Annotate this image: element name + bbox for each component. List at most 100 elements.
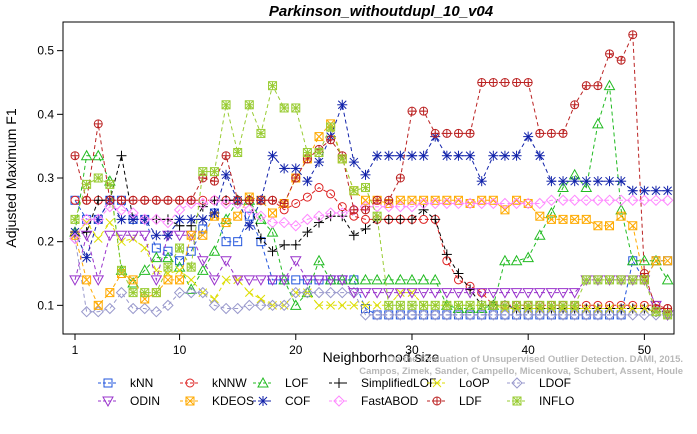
data-point-fastabod — [173, 204, 186, 216]
data-point-ldof — [394, 309, 407, 321]
data-point-ldf — [407, 106, 417, 116]
data-point-kdeos — [512, 195, 522, 205]
legend-marker-odin — [102, 396, 114, 408]
data-point-loop — [244, 288, 254, 297]
data-point-ldof — [220, 302, 232, 315]
data-point-fastabod — [627, 194, 639, 206]
data-point-kdeos — [558, 214, 568, 224]
data-point-kdeos — [651, 256, 661, 266]
data-point-ldof — [127, 302, 139, 315]
data-point-odin — [429, 288, 442, 299]
data-point-kdeos — [221, 218, 231, 228]
data-point-fastabod — [592, 194, 604, 206]
data-point-ldof — [359, 309, 372, 321]
data-point-ldof — [162, 299, 174, 312]
data-point-lof — [661, 273, 674, 285]
data-point-odin — [150, 275, 163, 286]
data-point-ldf — [581, 81, 591, 91]
data-point-kdeos — [628, 221, 638, 231]
data-point-fastabod — [208, 194, 221, 206]
data-point-kdeos — [663, 256, 673, 266]
data-point-lof — [626, 254, 639, 266]
data-point-odin — [127, 230, 139, 242]
data-point-ldof — [115, 286, 128, 299]
data-point-ldof — [80, 306, 93, 318]
data-point-inflo — [244, 100, 254, 110]
data-point-lof — [138, 264, 151, 275]
data-point-lof — [592, 117, 604, 129]
data-point-odin — [406, 288, 418, 299]
data-point-fastabod — [557, 194, 569, 206]
data-point-loop — [361, 300, 370, 310]
data-point-lof — [138, 264, 151, 275]
x-tick-label: 20 — [289, 343, 303, 357]
data-point-inflo — [198, 167, 208, 177]
data-point-ldof — [336, 286, 348, 299]
data-point-lof — [289, 299, 302, 310]
axes: 1 10 20 30 40 50 0.1 0.2 0.3 0.4 0.5 — [37, 44, 651, 357]
data-point-odin — [475, 288, 488, 299]
data-point-cof — [197, 214, 208, 225]
data-point-odin — [196, 256, 209, 267]
data-point-ldf — [279, 198, 289, 208]
data-point-inflo — [465, 300, 475, 310]
data-point-inflo — [546, 300, 556, 310]
data-point-kdeos — [546, 214, 556, 224]
data-point-ldf — [93, 119, 103, 129]
data-point-odin — [138, 230, 151, 242]
data-point-inflo — [233, 148, 243, 158]
legend-label-odin: ODIN — [130, 394, 160, 408]
data-point-ldof — [173, 286, 186, 299]
data-point-fastabod — [487, 197, 500, 210]
data-point-ldof — [499, 309, 511, 321]
data-point-odin — [406, 288, 418, 299]
x-tick-label: 10 — [173, 343, 187, 357]
data-point-ldof — [104, 302, 116, 315]
legend-marker-inflo — [512, 396, 522, 406]
data-point-fastabod — [464, 197, 476, 210]
data-point-simplifiedlof — [430, 214, 441, 225]
data-point-loop — [105, 218, 115, 227]
data-point-odin — [266, 275, 279, 286]
data-point-knnw — [419, 214, 429, 224]
data-point-fastabod — [173, 204, 186, 216]
data-point-lof — [266, 226, 279, 237]
data-point-fastabod — [534, 197, 546, 210]
data-point-fastabod — [150, 213, 163, 226]
data-point-lof — [313, 254, 325, 266]
data-point-knn — [233, 237, 243, 247]
data-point-odin — [394, 288, 407, 299]
data-point-lof — [80, 149, 93, 161]
data-point-ldf — [128, 195, 138, 205]
data-point-odin — [557, 288, 569, 299]
data-point-fastabod — [139, 213, 151, 226]
legend-marker-knn — [103, 378, 113, 388]
data-point-lof — [603, 79, 616, 91]
data-point-fastabod — [69, 232, 81, 245]
series-line-fastabod — [74, 199, 668, 239]
data-point-kdeos — [314, 132, 324, 142]
data-point-cof — [395, 150, 406, 161]
data-point-cof — [279, 163, 290, 174]
data-point-ldof — [255, 299, 267, 312]
data-point-fastabod — [104, 200, 116, 213]
data-point-cof — [604, 176, 615, 187]
data-point-simplifiedlof — [465, 284, 476, 295]
data-point-lof — [592, 117, 604, 129]
data-point-fastabod — [615, 194, 627, 206]
x-axis-label: Neighborhood size — [323, 349, 440, 365]
data-point-lof — [626, 254, 639, 266]
data-point-fastabod — [162, 216, 174, 229]
data-point-ldof — [371, 309, 383, 321]
data-point-odin — [359, 288, 372, 299]
data-point-cof — [337, 99, 348, 110]
data-point-lof — [382, 273, 395, 285]
data-point-lof — [545, 206, 558, 218]
data-point-ldof — [394, 309, 407, 321]
data-point-inflo — [570, 300, 580, 310]
data-point-ldof — [638, 309, 651, 321]
data-point-ldf — [326, 135, 336, 145]
data-point-ldof — [406, 309, 418, 321]
data-point-lof — [580, 181, 593, 193]
data-point-ldof — [197, 286, 209, 299]
